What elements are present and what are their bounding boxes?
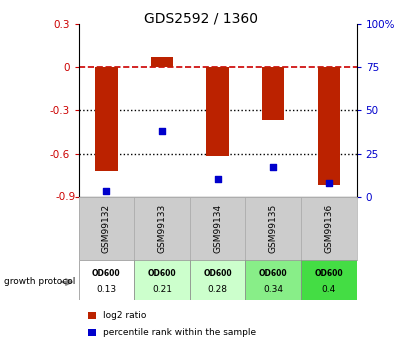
Bar: [88, 329, 96, 336]
Bar: [134, 197, 190, 260]
Text: GSM99136: GSM99136: [324, 204, 333, 253]
Point: [326, 180, 332, 186]
Text: percentile rank within the sample: percentile rank within the sample: [103, 328, 256, 337]
Text: GSM99135: GSM99135: [269, 204, 278, 253]
Bar: [190, 260, 245, 300]
Bar: [301, 197, 357, 260]
Bar: [262, 67, 285, 120]
Text: GSM99132: GSM99132: [102, 204, 111, 253]
Text: 0.28: 0.28: [208, 285, 228, 294]
Text: 0.21: 0.21: [152, 285, 172, 294]
Bar: [151, 57, 173, 67]
Text: growth protocol: growth protocol: [4, 277, 75, 286]
Bar: [134, 260, 190, 300]
Bar: [95, 67, 118, 171]
Text: log2 ratio: log2 ratio: [103, 311, 146, 320]
Bar: [79, 197, 134, 260]
Bar: [245, 197, 301, 260]
Point: [270, 165, 276, 170]
Bar: [79, 260, 134, 300]
Text: OD600: OD600: [259, 269, 288, 278]
Bar: [206, 67, 229, 156]
Text: OD600: OD600: [147, 269, 177, 278]
Text: GDS2592 / 1360: GDS2592 / 1360: [145, 12, 258, 26]
Bar: [245, 260, 301, 300]
Text: -0.9: -0.9: [56, 192, 76, 201]
Bar: [88, 312, 96, 319]
Text: 0.13: 0.13: [96, 285, 116, 294]
Text: GSM99133: GSM99133: [158, 204, 166, 253]
Point: [214, 177, 221, 182]
Bar: [318, 67, 340, 185]
Point: [159, 128, 165, 134]
Bar: [301, 260, 357, 300]
Text: OD600: OD600: [314, 269, 343, 278]
Text: 0.34: 0.34: [263, 285, 283, 294]
Text: OD600: OD600: [203, 269, 232, 278]
Text: GSM99134: GSM99134: [213, 204, 222, 253]
Text: 0.4: 0.4: [322, 285, 336, 294]
Text: OD600: OD600: [92, 269, 121, 278]
Bar: [190, 197, 245, 260]
Point: [103, 189, 110, 194]
